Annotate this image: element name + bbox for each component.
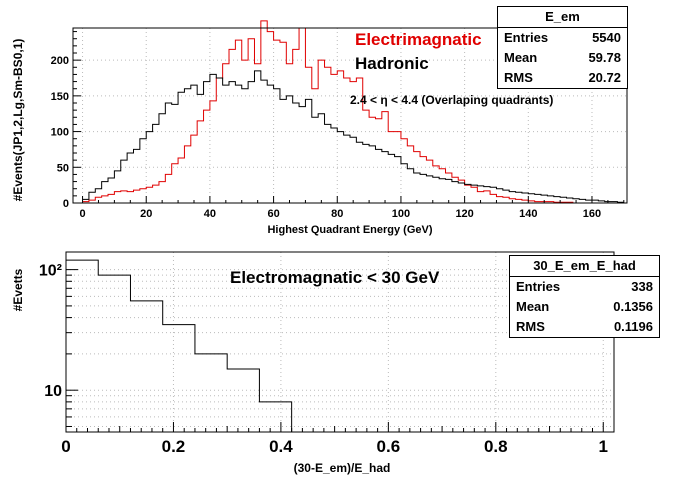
legend-entry-electromagnetic: Electrimagnatic [355,30,482,49]
y-tick-label: 150 [51,91,69,103]
y-axis-title: #Events(JP1,2,Lg,Sm-BS0,1) [11,39,25,202]
series-line-electromagnetic [82,20,624,204]
x-tick-label: 80 [331,208,343,220]
x-tick-label: 140 [519,208,537,220]
x-tick-label: 60 [267,208,279,220]
x-tick-label: 0.6 [377,437,401,456]
x-tick-label: 120 [455,208,473,220]
x-axis-title: Highest Quadrant Energy (GeV) [267,224,432,236]
stats-box-top: E_em Entries 5540 Mean 59.78 RMS 20.72 [497,6,628,89]
y-tick-label: 10 [44,383,62,400]
y-axis-title: #Evetts [11,268,25,311]
legend-entry-hadronic: Hadronic [355,54,429,73]
x-tick-label: 1 [599,437,608,456]
stats-title: E_em [498,7,627,28]
series-line-hadronic [82,70,624,203]
stats-row-mean: Mean 0.1356 [516,299,653,314]
series-line-ratio [66,259,293,432]
x-tick-label: 0.4 [269,437,293,456]
x-tick-label: 0.2 [162,437,186,456]
em-cut-annotation: Electromagnatic < 30 GeV [230,268,440,287]
x-axis-title: (30-E_em)/E_had [294,461,391,475]
stats-row-entries: Entries 338 [516,279,653,294]
stats-row-entries: Entries 5540 [504,30,621,45]
plot-frame [72,27,628,204]
stats-row-mean: Mean 59.78 [504,50,621,65]
plot-frame [65,251,615,433]
x-tick-label: 20 [140,208,152,220]
stats-row-rms: RMS 20.72 [504,70,621,85]
x-tick-label: 100 [392,208,410,220]
stats-title: 30_E_em_E_had [510,256,659,277]
y-tick-label: 50 [57,162,69,174]
x-tick-label: 0 [61,437,70,456]
y-tick-label: 200 [51,55,69,67]
x-tick-label: 0.8 [484,437,508,456]
y-tick-label: 0 [63,198,69,210]
eta-range-annotation: 2.4 < η < 4.4 (Overlaping quadrants) [350,93,554,107]
stats-box-bottom: 30_E_em_E_had Entries 338 Mean 0.1356 RMS 0… [509,255,660,338]
x-tick-label: 0 [79,208,85,220]
stats-row-rms: RMS 0.1196 [516,319,653,334]
x-tick-label: 40 [204,208,216,220]
x-tick-label: 160 [583,208,601,220]
y-tick-label: 100 [51,127,69,139]
y-tick-label: 10² [39,263,62,280]
